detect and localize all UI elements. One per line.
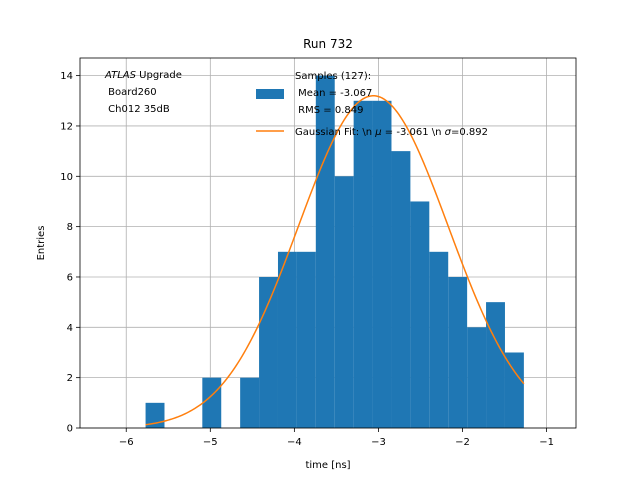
y-tick-label: 6 bbox=[67, 272, 73, 283]
histogram-bar bbox=[259, 276, 278, 428]
annotation-atlas: ATLAS bbox=[104, 70, 137, 81]
y-axis-label: Entries bbox=[36, 226, 47, 261]
annotation-line-1: ATLAS Upgrade bbox=[104, 70, 182, 81]
x-tick-label: −4 bbox=[287, 437, 302, 448]
x-tick-label: −5 bbox=[203, 437, 218, 448]
legend-fit-mu: μ bbox=[374, 127, 381, 138]
histogram-bar bbox=[296, 251, 316, 428]
annotation-line-3: Ch012 35dB bbox=[105, 104, 170, 115]
annotation-upgrade: Upgrade bbox=[136, 70, 182, 81]
histogram-bar bbox=[467, 327, 487, 428]
histogram-bars bbox=[145, 75, 524, 428]
histogram-bar bbox=[315, 75, 335, 428]
x-tick-label: −3 bbox=[371, 437, 386, 448]
x-tick-label: −6 bbox=[119, 437, 134, 448]
y-tick-label: 4 bbox=[67, 323, 73, 334]
y-tick-label: 10 bbox=[60, 172, 73, 183]
legend-fit-label: Gaussian Fit: \n μ = -3.061 \n σ=0.892 bbox=[295, 127, 488, 138]
y-tick-label: 12 bbox=[60, 121, 73, 132]
x-axis-label: time [ns] bbox=[305, 460, 350, 471]
histogram-bar bbox=[353, 100, 373, 428]
annotation-line-2: Board260 bbox=[105, 87, 157, 98]
histogram-bar bbox=[202, 377, 222, 428]
histogram-bar bbox=[429, 251, 449, 428]
histogram-bar bbox=[277, 251, 297, 428]
plot-area-frame bbox=[79, 57, 577, 429]
histogram-bar bbox=[334, 176, 354, 428]
legend-histogram-label-1: Samples (127): bbox=[295, 71, 371, 82]
gaussian-fit-line bbox=[145, 95, 525, 426]
x-axis-ticks: −6 −5 −4 −3 −2 −1 bbox=[119, 428, 554, 448]
histogram-bar bbox=[240, 377, 260, 428]
histogram-bar bbox=[486, 302, 505, 428]
legend-fit-mid: = -3.061 \n bbox=[382, 127, 445, 138]
atlas-annotation: ATLAS Upgrade Board260 Ch012 35dB bbox=[104, 70, 182, 115]
legend-histogram-label-3: RMS = 0.849 bbox=[295, 105, 363, 116]
y-tick-label: 0 bbox=[67, 424, 73, 435]
x-tick-label: −2 bbox=[455, 437, 470, 448]
y-tick-label: 14 bbox=[60, 71, 73, 82]
legend-fit-sigma: σ bbox=[445, 127, 452, 138]
y-axis-ticks: 0 2 4 6 8 10 12 14 bbox=[60, 71, 80, 435]
histogram-bar bbox=[504, 352, 524, 428]
chart-title: Run 732 bbox=[303, 37, 353, 51]
histogram-bar bbox=[410, 201, 430, 428]
y-tick-label: 2 bbox=[67, 373, 73, 384]
y-tick-label: 8 bbox=[67, 222, 73, 233]
histogram-bar bbox=[372, 100, 392, 428]
x-tick-label: −1 bbox=[539, 437, 554, 448]
legend-histogram-label-2: Mean = -3.067 bbox=[295, 88, 372, 99]
legend-fit-prefix: Gaussian Fit: \n bbox=[295, 127, 375, 138]
legend: Samples (127): Mean = -3.067 RMS = 0.849… bbox=[256, 71, 488, 138]
histogram-bar bbox=[391, 151, 411, 428]
legend-histogram-swatch bbox=[256, 89, 284, 99]
legend-fit-suffix: =0.892 bbox=[451, 127, 488, 138]
histogram-bar bbox=[448, 276, 468, 428]
